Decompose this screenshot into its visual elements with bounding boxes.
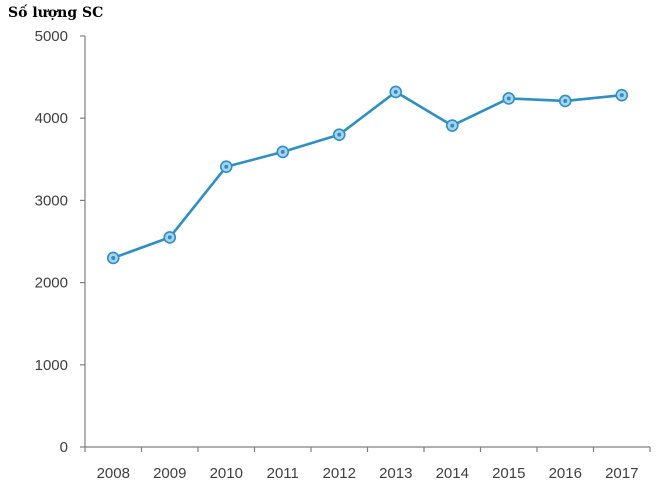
x-tick-label: 2013 [379, 465, 412, 482]
data-point-center [450, 123, 455, 128]
x-tick-label: 2010 [210, 465, 243, 482]
data-point [219, 160, 233, 173]
data-point [276, 145, 290, 159]
data-point-center [111, 255, 116, 260]
y-tick-label: 0 [60, 439, 68, 456]
data-point [389, 85, 403, 99]
data-point-center [224, 164, 229, 169]
y-tick-label: 1000 [35, 357, 68, 374]
axes [80, 35, 651, 452]
data-point-center [393, 89, 398, 94]
y-axis-title: Số lượng SC [8, 3, 103, 21]
y-tick-label: 3000 [35, 192, 68, 209]
data-point [445, 119, 459, 132]
x-tick-label: 2017 [605, 465, 638, 482]
data-point [163, 231, 177, 244]
data-point-center [619, 93, 624, 98]
series-line [112, 90, 622, 260]
data-point [332, 128, 346, 141]
data-point [558, 94, 572, 108]
y-tick-label: 5000 [35, 28, 68, 45]
x-tick-label: 2014 [436, 465, 469, 482]
data-point-center [167, 235, 172, 240]
x-tick-label: 2016 [549, 465, 582, 482]
data-point-center [563, 98, 568, 103]
data-point [502, 92, 516, 105]
x-tick-label: 2008 [97, 465, 130, 482]
y-tick-label: 2000 [35, 275, 68, 292]
data-point-center [506, 96, 511, 101]
data-point-center [337, 132, 342, 137]
data-point [106, 251, 120, 265]
x-tick-label: 2009 [153, 465, 186, 482]
tick-labels: 0 1000 2000 3000 4000 5000 2008 2009 2010 2011 201… [35, 28, 639, 482]
series-group [106, 85, 629, 265]
y-tick-label: 4000 [35, 110, 68, 127]
data-point-center [280, 149, 285, 154]
x-tick-label: 2012 [323, 465, 356, 482]
x-tick-label: 2015 [492, 465, 525, 482]
data-point [615, 88, 629, 102]
x-tick-label: 2011 [267, 465, 299, 482]
